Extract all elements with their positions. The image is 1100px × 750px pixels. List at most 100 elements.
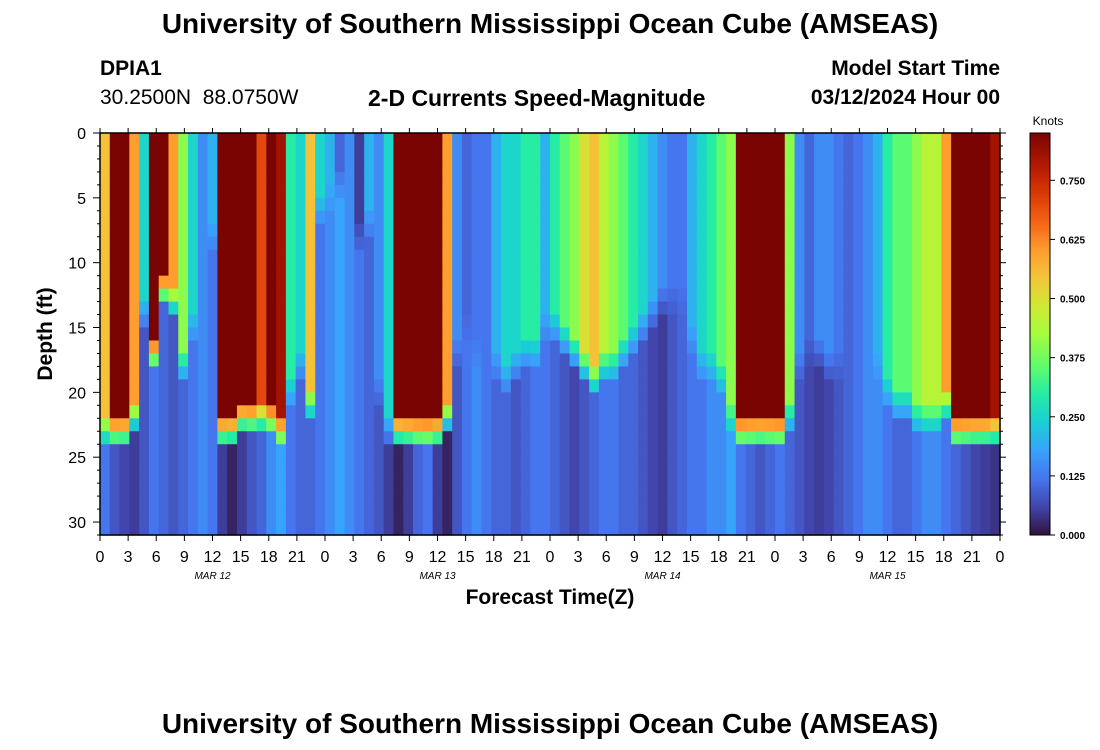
- heatmap-cell: [872, 327, 884, 342]
- heatmap-cell: [217, 275, 228, 290]
- heatmap-cell: [598, 171, 610, 186]
- heatmap-cell: [227, 133, 238, 147]
- heatmap-cell: [481, 145, 492, 160]
- heatmap-cell: [227, 223, 238, 238]
- heatmap-cell: [853, 522, 864, 536]
- heatmap-cell: [647, 405, 659, 419]
- heatmap-cell: [246, 301, 258, 316]
- heatmap-cell: [285, 275, 297, 290]
- heatmap-cell: [413, 158, 424, 173]
- heatmap-cell: [481, 353, 492, 368]
- heatmap-cell: [452, 340, 463, 355]
- heatmap-cell: [784, 249, 796, 264]
- heatmap-cell: [980, 133, 991, 147]
- heatmap-cell: [158, 223, 170, 238]
- heatmap-cell: [442, 210, 453, 225]
- heatmap-cell: [970, 327, 982, 342]
- heatmap-cell: [716, 314, 727, 329]
- heatmap-cell: [638, 249, 649, 264]
- heatmap-cell: [716, 483, 727, 497]
- heatmap-cell: [853, 457, 864, 471]
- heatmap-cell: [921, 418, 933, 432]
- heatmap-cell: [530, 353, 541, 368]
- heatmap-cell: [794, 275, 805, 290]
- heatmap-cell: [638, 301, 649, 316]
- heatmap-cell: [579, 197, 590, 212]
- heatmap-cell: [833, 470, 845, 484]
- x-tick-label: 0: [321, 549, 330, 566]
- heatmap-cell: [109, 262, 121, 277]
- heatmap-cell: [921, 301, 933, 316]
- heatmap-cell: [246, 483, 258, 497]
- heatmap-cell: [735, 522, 747, 536]
- heatmap-cell: [677, 171, 688, 186]
- heatmap-cell: [530, 444, 541, 458]
- heatmap-cell: [638, 171, 649, 186]
- heatmap-cell: [158, 431, 170, 445]
- heatmap-cell: [373, 288, 385, 303]
- heatmap-cell: [882, 496, 893, 510]
- x-axis: 0 3 6 9 12 15 18 21 0 3 6 9 12 15 18 21 0 3 6 9 12 15 18 21 0 3 6 9…: [96, 128, 1005, 582]
- heatmap-cell: [452, 379, 463, 393]
- heatmap-cell: [931, 301, 942, 316]
- heatmap-cell: [667, 288, 678, 303]
- heatmap-cell: [745, 431, 757, 445]
- heatmap-cell: [188, 366, 199, 380]
- heatmap-cell: [305, 405, 316, 419]
- heatmap-cell: [334, 340, 346, 355]
- heatmap-cell: [393, 483, 404, 497]
- heatmap-cell: [755, 184, 766, 199]
- heatmap-cell: [217, 327, 228, 342]
- heatmap-cell: [706, 184, 717, 199]
- heatmap-cell: [461, 509, 473, 523]
- heatmap-cell: [119, 340, 130, 355]
- heatmap-cell: [109, 133, 121, 147]
- heatmap-cell: [452, 522, 463, 536]
- heatmap-cell: [197, 145, 209, 160]
- heatmap-cell: [305, 509, 316, 523]
- heatmap-cell: [256, 392, 267, 406]
- heatmap-cell: [413, 314, 424, 329]
- heatmap-cell: [706, 145, 717, 160]
- heatmap-cell: [941, 353, 952, 368]
- heatmap-cell: [569, 275, 580, 290]
- heatmap-cell: [393, 145, 404, 160]
- heatmap-cell: [598, 184, 610, 199]
- heatmap-cell: [109, 444, 121, 458]
- heatmap-cell: [413, 366, 424, 380]
- heatmap-cell: [823, 379, 835, 393]
- heatmap-cell: [970, 483, 982, 497]
- heatmap-cell: [745, 418, 757, 432]
- heatmap-cell: [706, 496, 717, 510]
- heatmap-cell: [325, 444, 336, 458]
- heatmap-cell: [501, 249, 512, 264]
- heatmap-cell: [501, 392, 512, 406]
- heatmap-cell: [951, 249, 962, 264]
- heatmap-cell: [814, 158, 825, 173]
- heatmap-cell: [207, 496, 218, 510]
- heatmap-cell: [188, 210, 199, 225]
- heatmap-cell: [148, 340, 160, 355]
- heatmap-cell: [119, 457, 130, 471]
- model-start-label: Model Start Time: [831, 57, 1000, 80]
- heatmap-cell: [315, 496, 326, 510]
- heatmap-cell: [266, 444, 277, 458]
- heatmap-cell: [814, 210, 825, 225]
- heatmap-cell: [442, 236, 453, 251]
- heatmap-cell: [364, 405, 375, 419]
- y-tick-label: 20: [68, 385, 86, 402]
- heatmap-cell: [276, 197, 287, 212]
- heatmap-cell: [990, 301, 1001, 316]
- heatmap-cell: [491, 353, 502, 368]
- heatmap-cell: [657, 392, 668, 406]
- heatmap-cell: [931, 223, 942, 238]
- heatmap-cell: [442, 509, 453, 523]
- heatmap-cell: [540, 483, 551, 497]
- heatmap-cell: [217, 262, 228, 277]
- heatmap-cell: [168, 236, 179, 251]
- heatmap-cell: [197, 223, 209, 238]
- heatmap-cell: [608, 418, 620, 432]
- heatmap-cell: [589, 249, 600, 264]
- heatmap-cell: [784, 275, 796, 290]
- heatmap-cell: [745, 301, 757, 316]
